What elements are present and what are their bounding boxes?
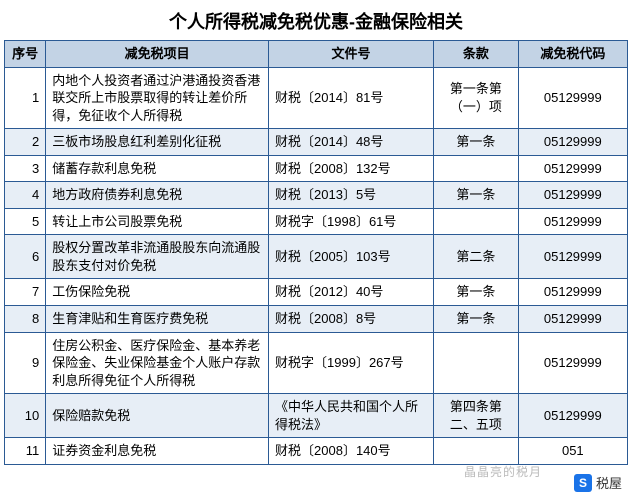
col-seq: 序号 xyxy=(5,41,46,68)
cell-code: 05129999 xyxy=(518,208,627,235)
cell-doc: 财税〔2013〕5号 xyxy=(269,182,434,209)
cell-doc: 财税〔2008〕132号 xyxy=(269,155,434,182)
cell-art xyxy=(434,208,519,235)
watermark-label: 税屋 xyxy=(596,473,622,492)
col-art: 条款 xyxy=(434,41,519,68)
table-row: 3储蓄存款利息免税财税〔2008〕132号 05129999 xyxy=(5,155,628,182)
cell-doc: 财税字〔1998〕61号 xyxy=(269,208,434,235)
cell-code: 05129999 xyxy=(518,306,627,333)
cell-seq: 3 xyxy=(5,155,46,182)
cell-item: 保险赔款免税 xyxy=(46,394,269,438)
cell-seq: 6 xyxy=(5,235,46,279)
page-title: 个人所得税减免税优惠-金融保险相关 xyxy=(0,0,632,40)
cell-art: 第一条 xyxy=(434,129,519,156)
cell-item: 工伤保险免税 xyxy=(46,279,269,306)
cell-code: 05129999 xyxy=(518,235,627,279)
table-row: 7工伤保险免税财税〔2012〕40号第一条05129999 xyxy=(5,279,628,306)
cell-art: 第四条第二、五项 xyxy=(434,394,519,438)
cell-seq: 4 xyxy=(5,182,46,209)
cell-code: 05129999 xyxy=(518,332,627,394)
cell-item: 住房公积金、医疗保险金、基本养老保险金、失业保险基金个人账户存款利息所得免征个人… xyxy=(46,332,269,394)
cell-art: 第一条第（一）项 xyxy=(434,67,519,129)
cell-doc: 财税〔2008〕140号 xyxy=(269,438,434,465)
cell-item: 三板市场股息红利差别化征税 xyxy=(46,129,269,156)
cell-item: 转让上市公司股票免税 xyxy=(46,208,269,235)
cell-seq: 9 xyxy=(5,332,46,394)
cell-art: 第一条 xyxy=(434,182,519,209)
table-row: 6股权分置改革非流通股股东向流通股股东支付对价免税财税〔2005〕103号第二条… xyxy=(5,235,628,279)
watermark-icon: S xyxy=(574,474,592,492)
col-doc: 文件号 xyxy=(269,41,434,68)
cell-seq: 5 xyxy=(5,208,46,235)
cell-art: 第一条 xyxy=(434,279,519,306)
cell-doc: 《中华人民共和国个人所得税法》 xyxy=(269,394,434,438)
table-header-row: 序号 减免税项目 文件号 条款 减免税代码 xyxy=(5,41,628,68)
table-row: 11证券资金利息免税财税〔2008〕140号 051 xyxy=(5,438,628,465)
cell-code: 05129999 xyxy=(518,279,627,306)
watermark: S 税屋 xyxy=(574,473,622,492)
cell-seq: 10 xyxy=(5,394,46,438)
tax-table: 序号 减免税项目 文件号 条款 减免税代码 1内地个人投资者通过沪港通投资香港联… xyxy=(4,40,628,465)
cell-code: 05129999 xyxy=(518,155,627,182)
cell-doc: 财税〔2014〕48号 xyxy=(269,129,434,156)
cell-doc: 财税〔2005〕103号 xyxy=(269,235,434,279)
cell-code: 05129999 xyxy=(518,182,627,209)
cell-doc: 财税字〔1999〕267号 xyxy=(269,332,434,394)
cell-item: 内地个人投资者通过沪港通投资香港联交所上市股票取得的转让差价所得，免征收个人所得… xyxy=(46,67,269,129)
table-row: 1内地个人投资者通过沪港通投资香港联交所上市股票取得的转让差价所得，免征收个人所… xyxy=(5,67,628,129)
col-code: 减免税代码 xyxy=(518,41,627,68)
cell-seq: 8 xyxy=(5,306,46,333)
cell-art xyxy=(434,438,519,465)
watermark-faint: 晶晶亮的税月 xyxy=(464,463,542,480)
cell-seq: 1 xyxy=(5,67,46,129)
cell-item: 储蓄存款利息免税 xyxy=(46,155,269,182)
cell-doc: 财税〔2012〕40号 xyxy=(269,279,434,306)
cell-code: 05129999 xyxy=(518,129,627,156)
cell-doc: 财税〔2008〕8号 xyxy=(269,306,434,333)
cell-art: 第一条 xyxy=(434,306,519,333)
cell-art: 第二条 xyxy=(434,235,519,279)
cell-code: 05129999 xyxy=(518,67,627,129)
cell-seq: 7 xyxy=(5,279,46,306)
table-row: 9住房公积金、医疗保险金、基本养老保险金、失业保险基金个人账户存款利息所得免征个… xyxy=(5,332,628,394)
table-row: 4地方政府债券利息免税财税〔2013〕5号第一条05129999 xyxy=(5,182,628,209)
cell-code: 051 xyxy=(518,438,627,465)
col-item: 减免税项目 xyxy=(46,41,269,68)
cell-item: 证券资金利息免税 xyxy=(46,438,269,465)
cell-doc: 财税〔2014〕81号 xyxy=(269,67,434,129)
table-row: 8生育津贴和生育医疗费免税财税〔2008〕8号第一条05129999 xyxy=(5,306,628,333)
cell-item: 生育津贴和生育医疗费免税 xyxy=(46,306,269,333)
cell-code: 05129999 xyxy=(518,394,627,438)
cell-item: 地方政府债券利息免税 xyxy=(46,182,269,209)
table-row: 2三板市场股息红利差别化征税财税〔2014〕48号第一条05129999 xyxy=(5,129,628,156)
table-row: 10保险赔款免税《中华人民共和国个人所得税法》第四条第二、五项05129999 xyxy=(5,394,628,438)
cell-seq: 2 xyxy=(5,129,46,156)
cell-seq: 11 xyxy=(5,438,46,465)
cell-art xyxy=(434,155,519,182)
cell-art xyxy=(434,332,519,394)
cell-item: 股权分置改革非流通股股东向流通股股东支付对价免税 xyxy=(46,235,269,279)
table-row: 5转让上市公司股票免税财税字〔1998〕61号 05129999 xyxy=(5,208,628,235)
